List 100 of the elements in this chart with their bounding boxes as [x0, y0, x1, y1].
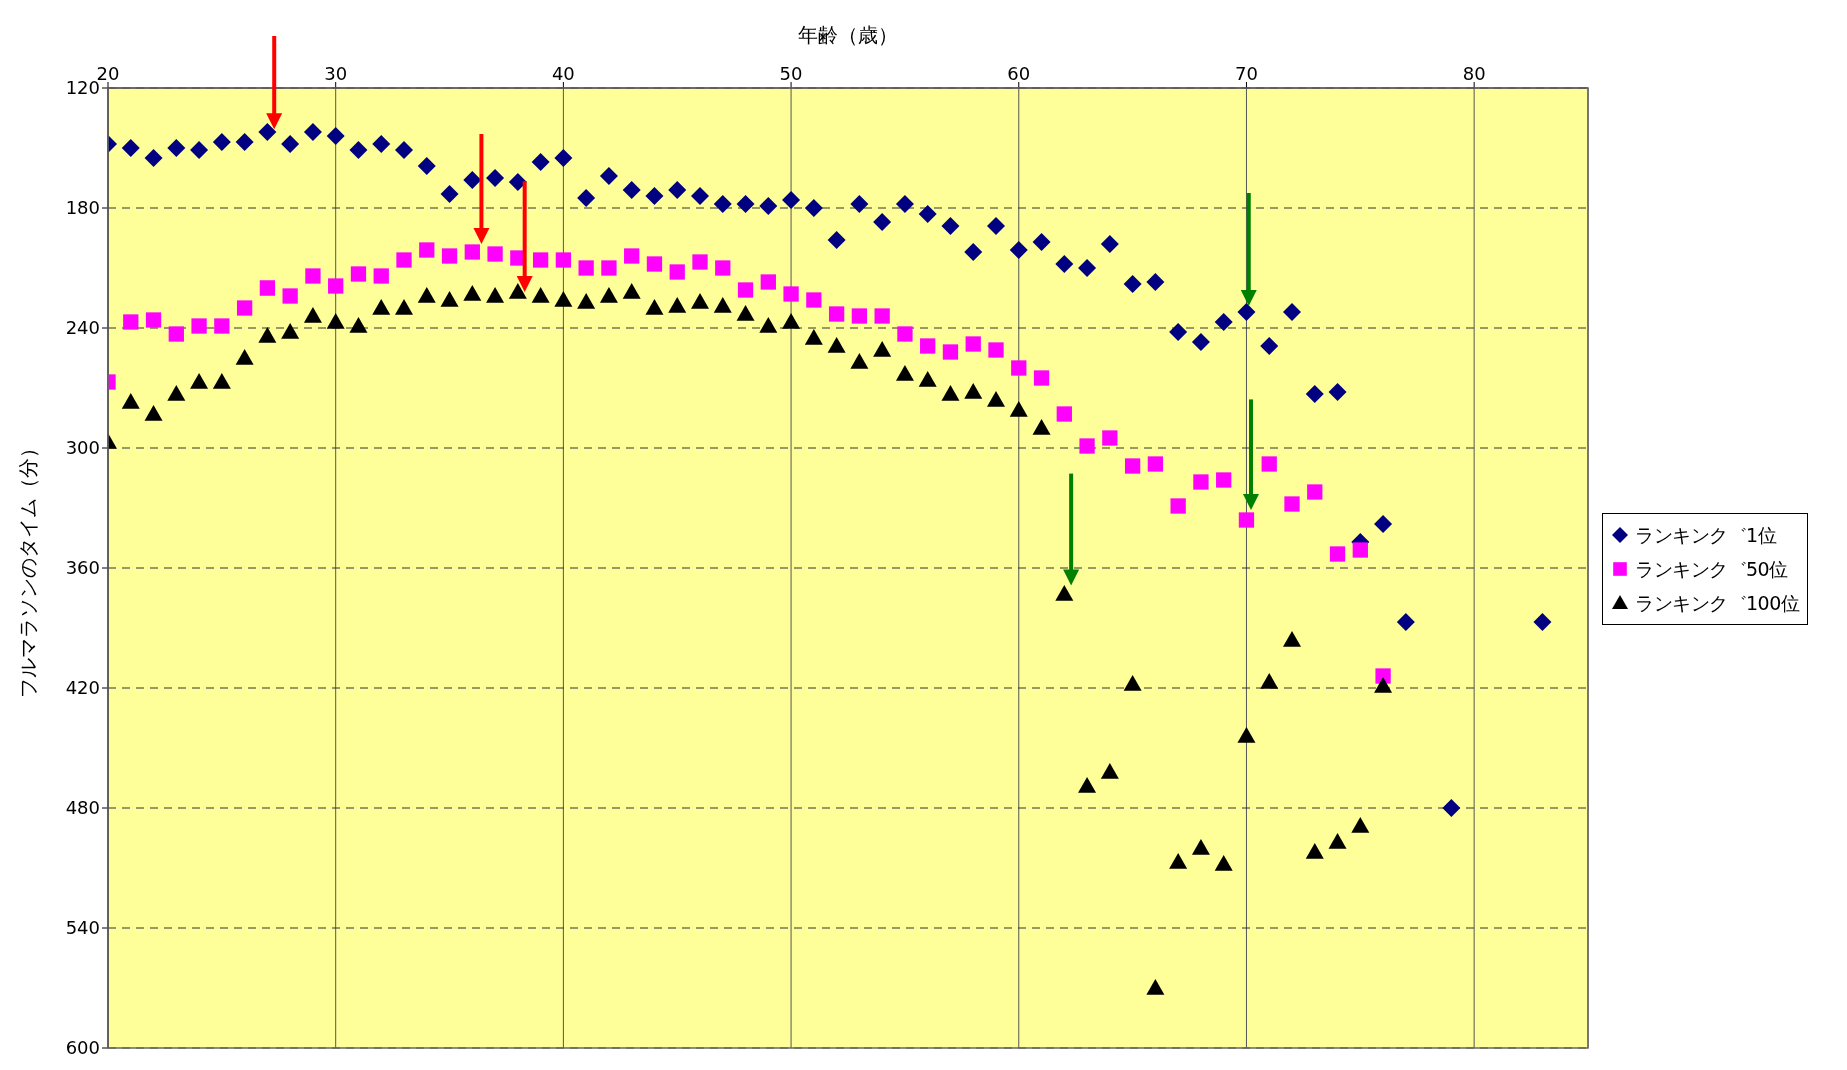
point	[782, 191, 801, 209]
point	[281, 135, 300, 153]
point	[715, 260, 731, 276]
x-axis-title: 年齢（歳）	[798, 23, 898, 48]
point	[920, 338, 936, 354]
point	[554, 149, 573, 167]
point	[328, 278, 344, 294]
point	[168, 326, 184, 342]
point	[326, 127, 345, 145]
point	[964, 243, 983, 261]
point	[668, 297, 687, 313]
legend-label: ランキンク゛50位	[1635, 557, 1788, 582]
point	[349, 141, 368, 159]
point	[1260, 337, 1279, 355]
point	[487, 246, 503, 262]
point	[782, 313, 801, 329]
point	[645, 299, 664, 315]
point	[941, 385, 960, 401]
point	[191, 318, 207, 334]
point	[440, 185, 459, 203]
point	[1123, 675, 1142, 691]
point	[1078, 259, 1097, 277]
point	[1261, 456, 1277, 472]
point	[144, 405, 163, 421]
point	[601, 260, 617, 276]
point	[624, 248, 640, 264]
point	[1238, 512, 1255, 528]
legend-label: ランキンク゛1位	[1635, 523, 1777, 548]
point	[713, 195, 732, 213]
point	[1284, 496, 1300, 512]
point	[1032, 233, 1051, 251]
point	[281, 323, 300, 339]
point	[417, 157, 436, 175]
point	[236, 300, 253, 316]
point	[1078, 777, 1097, 793]
point	[1396, 613, 1415, 631]
point	[1442, 799, 1461, 817]
point	[1260, 673, 1279, 689]
point	[419, 242, 435, 258]
point	[395, 299, 413, 315]
point	[349, 317, 368, 333]
point	[713, 297, 732, 313]
point	[1169, 853, 1188, 869]
point	[190, 373, 209, 389]
point	[305, 268, 321, 284]
point	[1055, 255, 1074, 273]
point	[577, 293, 596, 309]
point	[1124, 458, 1141, 474]
point	[372, 299, 391, 315]
point	[1214, 313, 1233, 331]
point	[804, 329, 823, 345]
point	[395, 141, 413, 159]
point	[965, 336, 981, 352]
point	[918, 371, 937, 387]
point	[214, 318, 230, 334]
x-tick-label: 70	[1235, 63, 1258, 84]
point	[1147, 456, 1164, 472]
point	[350, 266, 367, 282]
point	[1191, 333, 1210, 351]
point	[1214, 855, 1233, 871]
y-tick-label: 180	[65, 197, 100, 219]
point	[463, 171, 482, 189]
point	[486, 287, 505, 303]
point	[167, 139, 186, 157]
y-axis-title: フルマラソンのタイム（分）	[16, 438, 41, 698]
point	[235, 349, 254, 365]
point	[373, 268, 389, 284]
point	[258, 327, 277, 343]
point	[440, 291, 459, 307]
point	[555, 252, 572, 268]
point	[372, 135, 391, 153]
point	[190, 141, 209, 159]
point	[895, 365, 914, 381]
point	[1305, 385, 1324, 403]
point	[1055, 585, 1074, 601]
point	[1009, 401, 1028, 417]
point	[326, 313, 345, 329]
point	[668, 181, 687, 199]
point	[964, 383, 983, 399]
point	[691, 293, 709, 309]
point	[531, 287, 550, 303]
point	[417, 287, 436, 303]
point	[282, 288, 298, 304]
point	[235, 133, 254, 151]
point	[783, 286, 799, 302]
point	[464, 244, 480, 260]
point	[212, 133, 231, 151]
point	[599, 287, 618, 303]
point	[1283, 303, 1301, 321]
point	[692, 254, 708, 270]
point	[1123, 275, 1142, 293]
point	[1328, 833, 1347, 849]
point	[828, 306, 845, 322]
point	[145, 312, 162, 328]
point	[554, 291, 573, 307]
point	[1533, 613, 1552, 631]
point	[396, 252, 412, 268]
point	[121, 393, 140, 409]
point	[1009, 241, 1028, 259]
point	[1169, 323, 1188, 341]
